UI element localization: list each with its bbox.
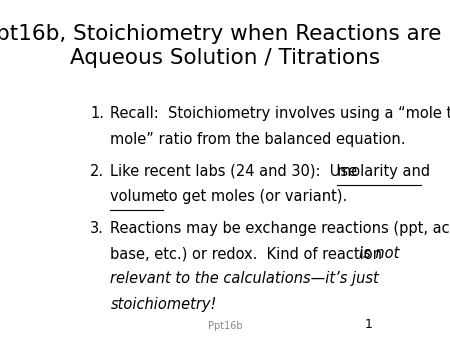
- Text: molarity and: molarity and: [337, 164, 430, 178]
- Text: 1: 1: [364, 318, 373, 331]
- Text: is not: is not: [360, 246, 400, 261]
- Text: relevant to the calculations—it’s just: relevant to the calculations—it’s just: [110, 271, 379, 286]
- Text: volume: volume: [110, 189, 169, 204]
- Text: base, etc.) or redox.  Kind of reaction: base, etc.) or redox. Kind of reaction: [110, 246, 387, 261]
- Text: Reactions may be exchange reactions (ppt, acid-: Reactions may be exchange reactions (ppt…: [110, 221, 450, 236]
- Text: 1.: 1.: [90, 106, 104, 121]
- Text: Like recent labs (24 and 30):  Use: Like recent labs (24 and 30): Use: [110, 164, 362, 178]
- Text: 2.: 2.: [90, 164, 104, 178]
- Text: Ppt16b: Ppt16b: [208, 321, 242, 331]
- Text: Recall:  Stoichiometry involves using a “mole to: Recall: Stoichiometry involves using a “…: [110, 106, 450, 121]
- Text: stoichiometry!: stoichiometry!: [110, 297, 217, 312]
- Text: Ppt16b, Stoichiometry when Reactions are in
Aqueous Solution / Titrations: Ppt16b, Stoichiometry when Reactions are…: [0, 24, 450, 69]
- Text: 3.: 3.: [90, 221, 104, 236]
- Text: mole” ratio from the balanced equation.: mole” ratio from the balanced equation.: [110, 132, 406, 147]
- Text: to get moles (or variant).: to get moles (or variant).: [163, 189, 348, 204]
